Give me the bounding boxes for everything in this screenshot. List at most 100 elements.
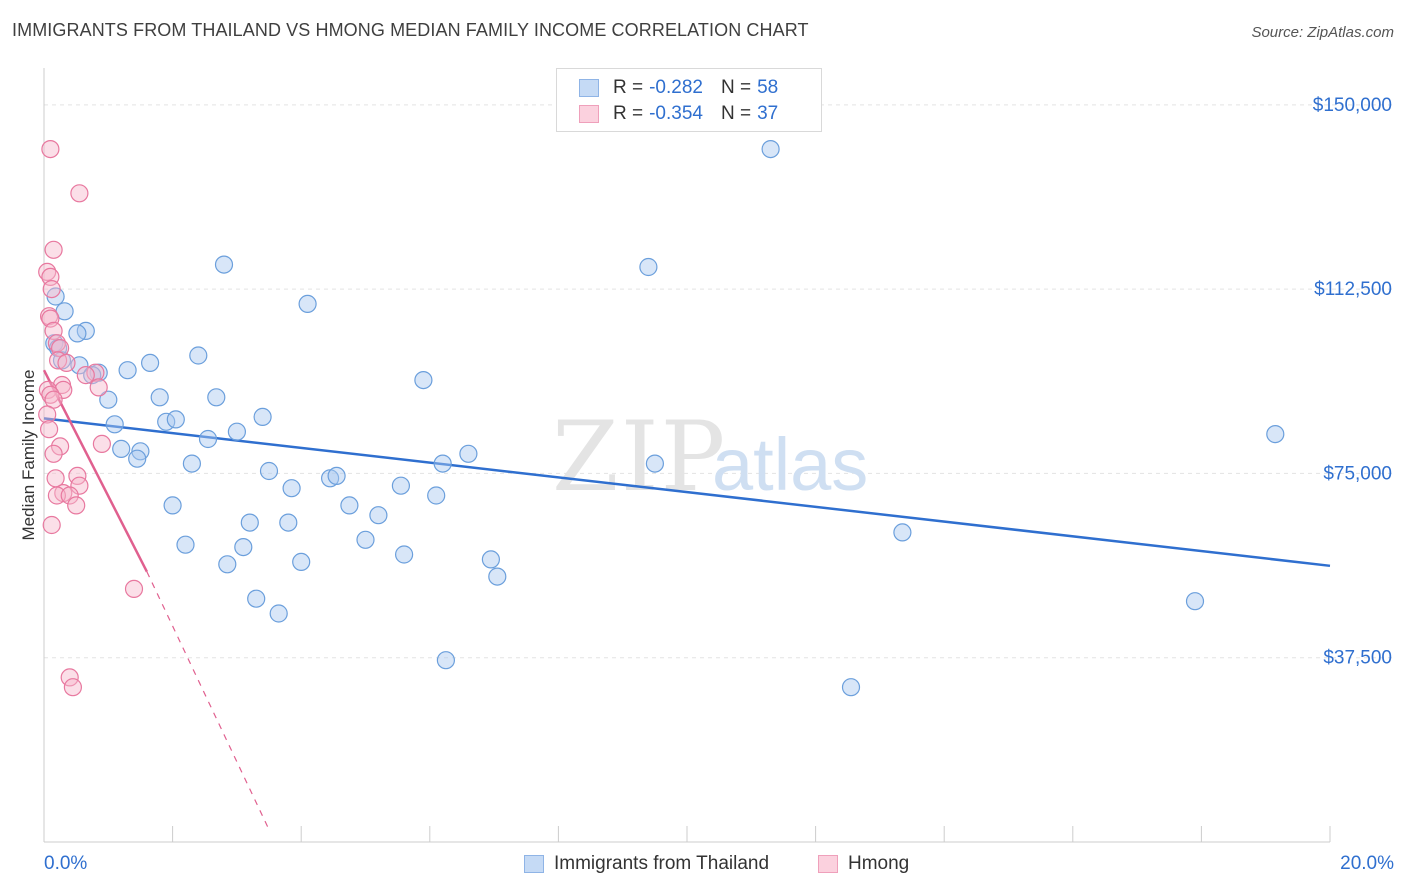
thailand-point: [218, 555, 237, 574]
thailand-point: [327, 466, 346, 485]
bottom-legend-thailand: Immigrants from Thailand: [524, 852, 769, 876]
bottom-legend-label-hmong: Hmong: [848, 853, 910, 874]
hmong-point: [89, 378, 108, 397]
thailand-point: [279, 513, 298, 532]
legend-r-value: -0.282: [649, 77, 703, 98]
thailand-point: [433, 454, 452, 473]
thailand-point: [282, 479, 301, 498]
thailand-point: [118, 361, 137, 380]
thailand-point: [189, 346, 208, 365]
x-tick-label: 20.0%: [1340, 853, 1394, 874]
thailand-point: [269, 604, 288, 623]
legend-swatch-hmong: [579, 105, 599, 123]
y-axis-title: Median Family Income: [19, 369, 38, 540]
thailand-point: [166, 410, 185, 429]
hmong-point: [67, 496, 86, 515]
thailand-point: [253, 407, 272, 426]
thailand-point: [182, 454, 201, 473]
thailand-point: [240, 513, 259, 532]
thailand-point: [150, 388, 169, 407]
axes: [43, 68, 1331, 843]
thailand-point: [639, 257, 658, 277]
thailand-point: [99, 390, 118, 409]
thailand-point: [391, 476, 410, 495]
thailand-point: [176, 535, 195, 554]
hmong-point: [38, 262, 57, 281]
legend-r-value: -0.354: [649, 103, 703, 124]
chart-source: Source: ZipAtlas.com: [1251, 24, 1394, 41]
hmong-point: [39, 420, 59, 439]
hmong-point: [76, 366, 95, 385]
thailand-point: [259, 461, 279, 481]
grid-lines: [44, 104, 1394, 659]
thailand-point: [227, 422, 246, 441]
thailand-trend-line: [43, 417, 1331, 568]
data-points: [38, 140, 1285, 697]
y-tick-label: $37,500: [1323, 648, 1392, 669]
watermark-atlas: atlas: [712, 423, 868, 506]
hmong-point: [60, 668, 79, 687]
legend-r-label: R =: [613, 77, 644, 98]
hmong-point: [70, 184, 89, 203]
thailand-point: [207, 388, 226, 407]
legend-r-label: R =: [613, 103, 644, 124]
correlation-legend: R = -0.282 N = 58 R = -0.354 N = 37: [556, 68, 822, 132]
thailand-point: [128, 449, 147, 468]
hmong-point: [44, 444, 63, 463]
thailand-point: [893, 523, 912, 542]
thailand-point: [427, 486, 446, 505]
hmong-point: [44, 240, 63, 259]
thailand-point: [481, 550, 500, 569]
thailand-point: [436, 651, 455, 670]
hmong-point: [60, 486, 79, 505]
watermark-zip: ZIP: [552, 401, 727, 513]
legend-n-value: 58: [757, 77, 779, 98]
thailand-point: [395, 545, 414, 564]
thailand-point: [292, 552, 311, 572]
thailand-point: [298, 294, 317, 313]
hmong-point: [57, 353, 76, 372]
bottom-legend-hmong: Hmong: [818, 852, 909, 876]
hmong-point: [42, 515, 61, 535]
hmong-trend-extension: [146, 571, 270, 830]
bottom-legend-swatch-thailand: [524, 855, 544, 873]
hmong-point: [124, 579, 144, 599]
thailand-point: [105, 415, 124, 434]
thailand-point: [1185, 592, 1205, 611]
thailand-point: [198, 429, 218, 449]
hmong-point: [63, 678, 83, 697]
hmong-point: [38, 380, 58, 399]
thailand-point: [340, 496, 359, 515]
legend-swatch-thailand: [579, 79, 599, 97]
bottom-legend-label-thailand: Immigrants from Thailand: [554, 853, 770, 874]
thailand-point: [141, 353, 160, 372]
hmong-point: [42, 280, 61, 299]
y-tick-label: $75,000: [1323, 463, 1392, 484]
y-tick-label: $112,500: [1314, 279, 1392, 300]
legend-n-label: N =: [720, 77, 752, 98]
thailand-point: [841, 678, 861, 697]
legend-n-value: 37: [757, 103, 779, 124]
x-tick-label: 0.0%: [44, 853, 87, 874]
legend-row-thailand: R = -0.282 N = 58: [579, 76, 778, 100]
thailand-point: [112, 439, 131, 458]
thailand-point: [214, 255, 234, 274]
bottom-legend-swatch-hmong: [818, 855, 838, 873]
thailand-point: [761, 140, 780, 159]
thailand-point: [459, 444, 478, 463]
thailand-point: [414, 371, 433, 390]
legend-n-label: N =: [720, 103, 752, 124]
hmong-point: [38, 405, 57, 424]
thailand-point: [488, 567, 507, 586]
hmong-point: [41, 140, 60, 159]
axis-labels: $37,500 $75,000 $112,500 $150,000 0.0% 20.0% M…: [19, 95, 1394, 874]
thailand-point: [1266, 425, 1285, 444]
chart-title: IMMIGRANTS FROM THAILAND VS HMONG MEDIAN…: [12, 20, 809, 40]
hmong-point: [92, 434, 112, 453]
thailand-point: [369, 506, 388, 525]
thailand-point: [234, 537, 253, 557]
y-tick-label: $150,000: [1313, 95, 1392, 116]
thailand-point: [247, 589, 266, 608]
watermark: ZIP atlas: [552, 401, 868, 513]
